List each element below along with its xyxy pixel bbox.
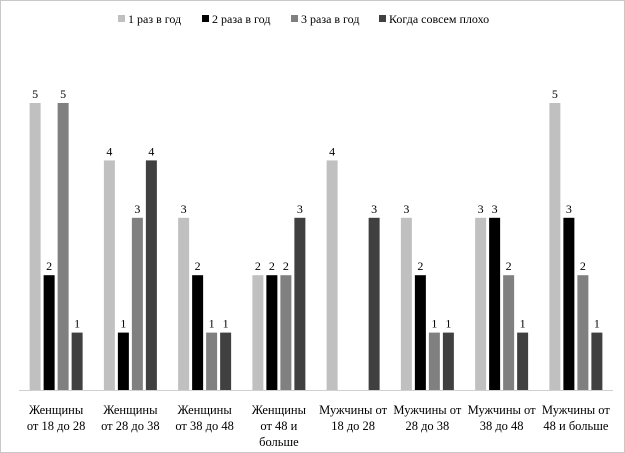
category-label-1-line-1: Женщины [29,403,84,417]
category-label-3-line-1: Женщины [178,403,233,417]
bar-3-3 [206,332,218,390]
bar-7-4 [517,332,529,390]
bar-4-2 [266,275,278,390]
legend-swatch-4 [379,15,386,22]
bar-5-1 [326,160,338,390]
category-label-3-line-2: от 38 до 48 [175,419,234,433]
value-label-6-4: 1 [445,317,451,331]
value-label-8-1: 5 [552,87,558,101]
value-label-6-3: 1 [431,317,437,331]
bar-8-1 [549,103,561,390]
bar-7-1 [475,217,487,390]
category-label-7-line-1: Мужчины от [468,403,536,417]
value-label-7-1: 3 [478,202,484,216]
bar-2-2 [117,332,129,390]
category-label-1-line-2: от 18 до 28 [27,419,86,433]
value-label-3-3: 1 [209,317,215,331]
legend-label-4: Когда совсем плохо [389,12,489,26]
legend-label-2: 2 раза в год [212,12,270,26]
category-label-4-line-1: Женщины [252,403,307,417]
category-label-8-line-2: 48 и больше [543,419,608,433]
value-label-2-4: 4 [148,144,154,158]
value-label-1-1: 5 [32,87,38,101]
category-label-2-line-1: Женщины [103,403,158,417]
value-label-7-2: 3 [492,202,498,216]
bar-6-1 [400,217,412,390]
bar-8-2 [563,217,575,390]
bar-6-4 [442,332,454,390]
bar-1-3 [57,103,69,390]
value-label-8-4: 1 [594,317,600,331]
legend-swatch-1 [118,15,125,22]
value-label-3-2: 2 [195,259,201,273]
value-label-8-3: 2 [580,259,586,273]
bar-3-1 [178,217,190,390]
category-label-5-line-1: Мужчины от [319,403,387,417]
value-label-4-2: 2 [269,259,275,273]
category-label-6-line-2: 28 до 38 [405,419,449,433]
category-label-4-line-3: больше [259,435,299,449]
legend: 1 раз в год 2 раза в год 3 раза в год Когда… [118,12,489,26]
bar-8-4 [591,332,603,390]
category-label-8-line-1: Мужчины от [542,403,610,417]
category-label-2-line-2: от 28 до 38 [101,419,160,433]
value-label-1-4: 1 [74,317,80,331]
value-label-3-1: 3 [181,202,187,216]
value-label-7-3: 2 [506,259,512,273]
bar-6-3 [428,332,440,390]
value-label-2-3: 3 [134,202,140,216]
category-label-5-line-2: 18 до 28 [331,419,375,433]
value-label-6-2: 2 [417,259,423,273]
bar-7-3 [503,275,515,390]
value-label-4-1: 2 [255,259,261,273]
bar-2-4 [145,160,157,390]
legend-label-3: 3 раза в год [301,12,359,26]
bar-5-4 [368,217,380,390]
category-labels: Женщины от 18 до 28 Женщины от 28 до 38 Женщ… [27,403,611,449]
value-label-5-1: 4 [329,144,335,158]
value-label-1-2: 2 [46,259,52,273]
bar-2-1 [103,160,115,390]
bar-1-4 [71,332,83,390]
value-label-8-2: 3 [566,202,572,216]
legend-swatch-3 [291,15,298,22]
legend-swatch-2 [202,15,209,22]
bar-1-2 [43,275,55,390]
bar-3-4 [220,332,232,390]
bar-3-2 [192,275,204,390]
value-label-4-3: 2 [283,259,289,273]
bar-4-1 [252,275,264,390]
value-label-3-4: 1 [223,317,229,331]
bar-7-2 [489,217,501,390]
bar-1-1 [29,103,41,390]
value-label-2-1: 4 [106,144,112,158]
bar-4-3 [280,275,292,390]
bars [29,103,603,390]
bar-4-4 [294,217,306,390]
value-label-7-4: 1 [520,317,526,331]
value-label-4-4: 3 [297,202,303,216]
bar-8-3 [577,275,589,390]
value-label-1-3: 5 [60,87,66,101]
category-label-4-line-2: от 48 и [260,419,297,433]
value-label-2-2: 1 [120,317,126,331]
legend-label-1: 1 раз в год [128,12,181,26]
bar-6-2 [414,275,426,390]
category-label-6-line-1: Мужчины от [393,403,461,417]
value-label-5-4: 3 [371,202,377,216]
bar-2-3 [131,217,143,390]
category-label-7-line-2: 38 до 48 [480,419,524,433]
value-label-6-1: 3 [403,202,409,216]
